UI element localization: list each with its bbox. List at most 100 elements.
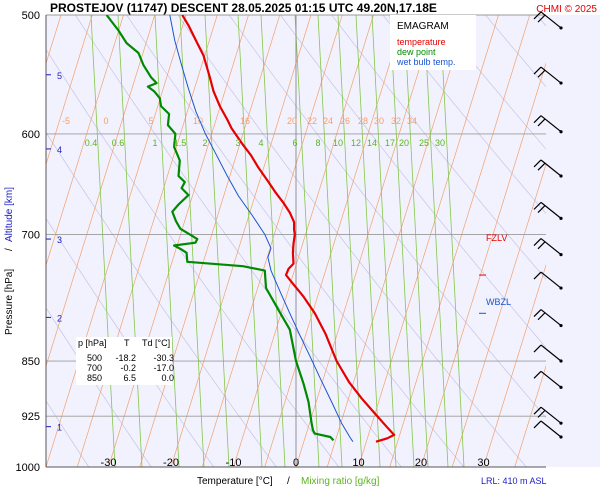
mixing-ratio-label: 25	[419, 138, 429, 148]
pressure-tick-label: 700	[22, 229, 40, 241]
temperature-tick-label: 20	[415, 457, 427, 469]
wind-barb-staff	[540, 115, 562, 133]
wind-barb-dot	[559, 252, 563, 257]
mixing-ratio-label: 8	[315, 138, 320, 148]
table-cell: -17.0	[153, 363, 174, 373]
legend-wet-bulb: wet bulb temp.	[396, 57, 456, 67]
mixing-ratio-line	[154, 15, 180, 467]
dry-adiabat-line	[331, 15, 546, 281]
wind-barb-flag	[533, 344, 542, 353]
isotherm-line	[483, 264, 546, 467]
wind-barb-flag	[533, 309, 542, 317]
pressure-tick-label: 1000	[16, 462, 40, 474]
wind-barb-dot	[559, 286, 563, 290]
isotherm-line	[358, 15, 499, 467]
mixing-ratio-label: 0.6	[112, 138, 125, 148]
pressure-tick-label: 500	[22, 10, 40, 22]
mixing-ratio-line	[355, 15, 381, 467]
wind-barb-staff	[540, 11, 562, 29]
isotherm-label: 5	[148, 116, 153, 126]
isotherm-label: 30	[374, 116, 384, 126]
mixing-ratio-line	[439, 15, 465, 467]
table-cell: -18.2	[115, 353, 136, 363]
mixing-ratio-label: 12	[351, 138, 361, 148]
mixing-ratio-label: 0.4	[85, 138, 98, 148]
table-header-t: T	[124, 338, 130, 348]
isotherm-line	[201, 15, 343, 467]
wind-barb-panel	[546, 15, 600, 467]
wind-barb-flag	[537, 409, 546, 418]
isotherm-line	[46, 15, 93, 166]
table-cell: 6.5	[123, 373, 136, 383]
y-axis-label-separator: /	[4, 248, 15, 251]
dry-adiabat-line	[46, 307, 152, 467]
wind-barb-flag	[533, 406, 542, 415]
lrl-label: LRL: 410 m ASL	[481, 476, 547, 486]
pressure-tick-label: 925	[22, 411, 40, 423]
isotherm-label: 22	[307, 116, 317, 126]
table-header-td: Td [°C]	[142, 338, 170, 348]
chart-title: PROSTEJOV (11747) DESCENT 28.05.2025 01:…	[50, 1, 437, 15]
dry-adiabat-line	[46, 217, 215, 467]
wind-barb-flag	[533, 271, 542, 280]
legend-box	[390, 15, 476, 70]
isotherm-line	[170, 15, 312, 467]
y-axis-label-pressure: Pressure [hPa]	[4, 269, 15, 335]
wind-barb-staff	[540, 309, 562, 327]
isotherm-line	[295, 15, 437, 467]
x-axis-label-temperature: Temperature [°C]	[197, 476, 273, 487]
mixing-ratio-line	[371, 15, 397, 467]
wind-barb-dot	[559, 174, 563, 178]
legend-title: EMAGRAM	[397, 21, 449, 32]
isotherm-line	[451, 163, 546, 467]
dry-adiabat-line	[46, 131, 277, 467]
x-axis-label-separator: /	[287, 476, 290, 487]
temperature-line	[181, 15, 396, 443]
pressure-tick-label: 600	[22, 129, 40, 141]
wind-barb-dot	[559, 435, 563, 439]
wind-barb-dot	[559, 216, 563, 220]
wind-barb-flag	[537, 241, 546, 250]
wind-barb-dot	[559, 81, 563, 85]
wind-barb-staff	[540, 238, 562, 256]
wind-barb-dot	[559, 385, 563, 389]
wind-barb-flag	[533, 420, 542, 429]
isotherm-label: 20	[287, 116, 297, 126]
dry-adiabat-line	[75, 15, 402, 467]
altitude-tick-label: 1	[57, 423, 62, 433]
isotherm-label: 0	[103, 116, 108, 126]
legend-dew-point: dew point	[397, 47, 436, 57]
isotherm-label: 10	[193, 116, 203, 126]
table-cell: -0.2	[120, 363, 136, 373]
mixing-ratio-line	[90, 15, 116, 467]
table-cell: 0.0	[161, 373, 174, 383]
isotherm-line	[46, 15, 124, 267]
temperature-tick-label: 30	[477, 457, 489, 469]
y-axis-label-altitude: Altitude [km]	[4, 187, 15, 242]
altitude-tick-label: 3	[57, 235, 62, 245]
isotherm-line	[108, 15, 249, 467]
wind-barb-dot	[559, 323, 563, 328]
mixing-ratio-label: 1	[152, 138, 157, 148]
wind-barb-flag	[533, 201, 542, 210]
isotherm-label: 34	[407, 116, 417, 126]
mixing-ratio-line	[179, 15, 205, 467]
mixing-ratio-label: 1.5	[174, 138, 187, 148]
wind-barb-staff	[540, 201, 562, 219]
isotherm-label: 32	[391, 116, 401, 126]
wind-barb-flag	[537, 118, 546, 127]
wind-barb-flag	[537, 162, 546, 171]
wind-barb-staff	[540, 420, 562, 438]
mixing-ratio-label: 6	[292, 138, 297, 148]
isotherm-label: -5	[62, 116, 70, 126]
isotherm-line	[389, 15, 531, 467]
wet-bulb-line	[169, 15, 354, 442]
mixing-ratio-label: 30	[435, 138, 445, 148]
wind-barb-staff	[540, 370, 562, 388]
dry-adiabat-line	[382, 15, 546, 214]
mixing-ratio-label: 2	[202, 138, 207, 148]
mixing-ratio-label: 14	[367, 138, 377, 148]
temperature-tick-label: -30	[101, 457, 117, 469]
altitude-tick-label: 4	[57, 145, 62, 155]
